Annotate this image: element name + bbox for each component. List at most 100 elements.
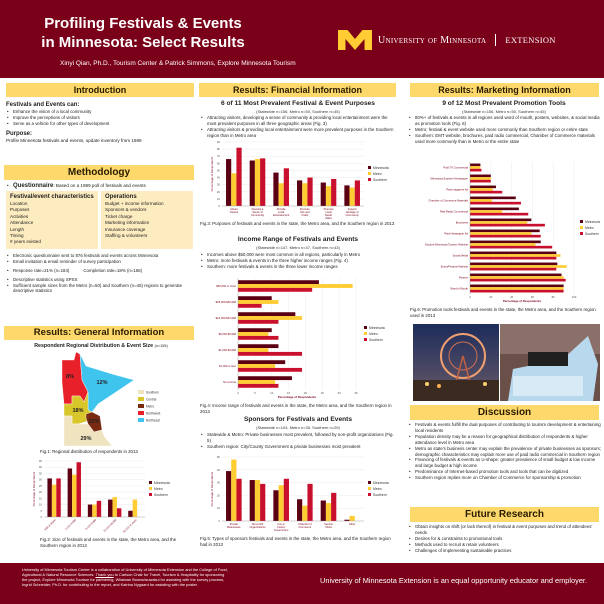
characteristics-list: Location Purposes Activities Attendance Leng…	[10, 201, 94, 246]
map-legend-swatch	[138, 404, 144, 408]
bar-metro	[254, 159, 261, 206]
bar-minnesota	[470, 163, 481, 167]
x-tick-label: 25	[321, 391, 325, 395]
thank-you-link[interactable]: Thank you	[95, 572, 114, 578]
intro-list: Enhance the vision of a local communityI…	[6, 109, 196, 127]
bar-minnesota	[470, 251, 557, 255]
fig3-purposes-chart: 0 10 20 30 40 50 60 70 80 90 Percentage of Respond…	[210, 140, 389, 220]
fig3-subtitle: (Statewide n=156, Metro n=50, Southern n…	[256, 109, 340, 114]
bar-minnesota	[344, 185, 350, 206]
x-tick-label: Service Clubs	[324, 522, 333, 529]
fig4-subtitle: (Statewide n=147, Metro n=47, Southern n…	[256, 245, 340, 250]
y-tick-label: 25	[39, 484, 43, 488]
bar-minnesota	[238, 376, 292, 381]
list-item: Population density may be a reason for g…	[408, 434, 602, 446]
bar-minnesota	[470, 273, 562, 277]
y-tick-label: 30	[39, 478, 43, 482]
legend-swatch	[364, 338, 367, 341]
list-item: # years existed	[10, 239, 41, 245]
bar-minnesota	[297, 499, 303, 521]
bar-southern	[238, 351, 303, 356]
bar-southern	[470, 245, 553, 249]
bar-southern	[56, 478, 61, 517]
list-item: Festivals & events fulfill the dual purp…	[408, 422, 602, 434]
list-item: Southern region: City/County Government …	[200, 444, 396, 450]
bar-metro	[470, 276, 564, 279]
y-tick-label: Explore Minnesota Tourism Website	[425, 243, 468, 247]
legend-swatch	[368, 493, 371, 496]
y-tick-label: 40	[217, 468, 221, 472]
poster-header	[0, 0, 604, 78]
bar-metro	[278, 485, 284, 521]
y-tick-label: 35	[39, 471, 43, 475]
purpose-title: Purpose:	[6, 130, 33, 137]
characteristics-title: Festival/event characteristics	[10, 193, 94, 200]
bar-southern	[238, 367, 303, 372]
bar-southern	[260, 158, 266, 206]
y-tick-label: $50,000 or more	[216, 284, 236, 288]
questionnaire-label: Questionnaire	[13, 183, 54, 189]
list-item: Attendance	[10, 220, 34, 226]
bar-southern	[238, 335, 279, 340]
y-tick-label: 50	[217, 168, 221, 172]
bar-minnesota	[249, 480, 255, 521]
bar-metro	[470, 210, 503, 213]
y-tick-label: $1,000-$4,999	[219, 348, 237, 352]
logo-unit: Extension	[505, 35, 556, 45]
list-item: Southern region replies more on Chamber …	[408, 475, 602, 481]
legend-label: Minnesota	[373, 481, 389, 485]
bar-minnesota	[273, 490, 279, 521]
x-axis-label: Percentage of Respondents	[503, 299, 542, 303]
discussion-heading: Discussion	[410, 405, 599, 420]
y-tick-label: 45	[39, 459, 43, 463]
list-item: Methods used to recruit & retain volunte…	[408, 542, 602, 548]
map-legend-swatch	[138, 390, 144, 394]
legend-swatch	[149, 493, 152, 496]
fig6-subtitle: (Statewide n=156, Metro n=50, Southern n…	[462, 109, 546, 114]
map-legend-label: Central	[146, 398, 157, 402]
y-tick-label: 80	[217, 147, 221, 151]
y-axis-label: Percentage of Respondents	[210, 471, 214, 506]
block-m-icon	[338, 30, 372, 50]
intro-section: Festivals and Events can: Enhance the vi…	[6, 101, 196, 144]
bar-southern	[470, 234, 541, 238]
ack-text-a: University of Minnesota Tourism Center i…	[22, 567, 228, 578]
bar-southern	[307, 483, 313, 521]
y-tick-label: 0	[40, 515, 42, 519]
list-item: Incomes above $50,000 were most common i…	[200, 252, 396, 258]
acknowledgements: University of Minnesota Tourism Center i…	[22, 567, 228, 587]
x-tick-label: 1,000-4,999	[64, 518, 77, 531]
y-tick-label: Word of Mouth	[450, 287, 468, 291]
x-tick-label: 999 or fewer	[43, 518, 56, 531]
discussion-list: Festivals & events fulfill the dual purp…	[408, 422, 602, 481]
umn-extension-logo: University of Minnesota Extension	[338, 30, 556, 50]
bar-metro	[325, 503, 332, 521]
logo-divider	[495, 34, 497, 46]
legend-label: Southern	[373, 493, 387, 497]
bar-southern	[470, 168, 482, 172]
bar-metro	[72, 474, 77, 517]
legend-swatch	[580, 232, 583, 235]
bar-metro	[470, 243, 536, 246]
x-tick-label: 40	[510, 295, 514, 299]
bar-southern	[236, 478, 242, 521]
y-tick-label: $5,000-$9,999	[219, 332, 237, 336]
y-tick-label: 10	[217, 506, 221, 510]
y-tick-label: 10	[217, 197, 221, 201]
bar-minnesota	[470, 229, 540, 233]
x-tick-label: 15	[287, 391, 291, 395]
bar-metro	[132, 499, 138, 517]
marketing-bullets: 80%+ of festivals & events in all region…	[408, 115, 600, 145]
bar-southern	[307, 177, 313, 206]
map-legend-swatch	[138, 411, 144, 415]
x-tick-label: Non-profit Organizations	[249, 522, 266, 529]
purpose-text: Profile Minnesota festivals and events, …	[6, 137, 142, 143]
legend-label: Southern	[373, 178, 387, 182]
y-tick-label: 15	[39, 496, 43, 500]
list-item: Financing of festivals & events as U-sha…	[408, 457, 602, 469]
response-rate: Response rate=21% (n=184)	[13, 267, 70, 273]
fig6-caption: Fig.6: Promotion tools festivals and eve…	[410, 307, 596, 318]
map-percent-central: 18%	[72, 408, 83, 414]
fig5-subtitle: (Statewide n=103, Metro n=35, Southern n…	[256, 425, 340, 430]
x-tick-label: 5	[254, 391, 256, 395]
